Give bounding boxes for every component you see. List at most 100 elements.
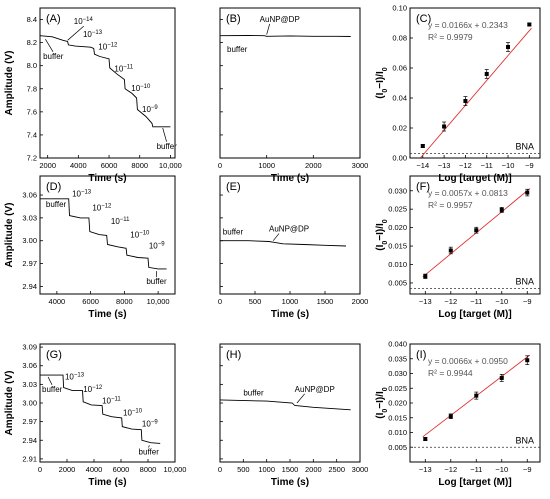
annotation-arrow [162,127,167,142]
plot-frame [39,7,176,159]
x-tick-label: −13 [419,297,432,306]
point-marker [423,274,428,279]
x-axis-label: Time (s) [88,173,126,184]
annotation-superscript: −11 [111,397,121,403]
series-line [40,374,161,444]
y-tick-label: 7.8 [27,84,37,93]
annotation-superscript: −10 [139,231,150,237]
y-tick-label: 0.015 [388,413,407,422]
y-tick-label: 3.03 [22,213,37,222]
annotation-text: 10−10 [130,231,150,240]
y-tick-label: 2.94 [22,282,37,291]
panel-f: −13 −12 −11 −10 −9 0.005 0.010 0.015 0.020 0.025 0… [375,175,541,320]
y-tick-label: 0.010 [388,260,407,269]
y-tick-label: 0.005 [388,278,407,287]
panel-label: (C) [416,13,431,25]
x-tick-label: 500 [237,465,250,474]
x-tick-label: 1000 [258,161,275,170]
panel-d: 4000 6000 8000 10,000 2.94 2.97 3.00 3.03 3.06 Ti… [4,175,176,320]
data-point [448,246,453,255]
panel-e: 0 500 1000 1500 2000 Time (s) (E) buffer AuNP@DP [218,175,368,320]
point-marker [484,72,489,76]
annotation-text: 10−10 [131,84,151,93]
y-axis-label: Amplitude (V) [4,203,15,268]
annotation-arrow [272,233,280,241]
x-tick-label: −10 [495,297,508,306]
y-tick-label: 0.030 [388,369,407,378]
x-tick-label: 0 [218,465,222,474]
x-tick-label: 8000 [131,161,148,170]
bna-label: BNA [515,142,534,152]
x-tick-label: 1500 [282,465,299,474]
x-tick-label: −13 [419,465,432,474]
series-line [220,240,347,247]
y-tick-label: 8.4 [27,15,37,24]
annotation-text: 10−11 [114,64,133,73]
y-tick-label: 0.040 [388,340,407,349]
y-tick-label: 3.06 [22,191,37,200]
y-axis-label-part: −I)/I [375,223,386,241]
y-tick-label: 2.91 [22,454,37,463]
annotation-text: buffer [227,45,248,54]
data-point [484,69,489,79]
y-tick-label: 3.03 [22,380,37,389]
annotation-text: AuNP@DP [260,15,300,24]
bna-label: BNA [515,276,534,286]
y-axis-label-part: −I)/I [375,71,386,89]
point-marker [499,375,504,380]
annotation-superscript: −9 [158,241,166,247]
annotation-text: 10−13 [65,372,85,381]
x-tick-label: 4000 [70,161,87,170]
panel-label: (E) [226,181,241,193]
x-tick-label: −13 [438,161,451,170]
annotation-superscript: −13 [92,30,103,36]
y-axis-label: (I0−I)/I0 [375,67,389,99]
x-tick-label: −9 [525,161,534,170]
x-axis-label: Log [target (M)] [438,309,511,320]
y-tick-label: 0.010 [388,428,407,437]
y-tick-label: 0.020 [388,399,407,408]
annotation-superscript: −13 [74,372,85,378]
data-point [527,22,532,27]
panel-i: −13 −12 −11 −10 −90.0050.0100.0150.0200.0250… [375,340,541,488]
annotation-arrow [266,23,271,35]
fit-r-squared: R² = 0.9944 [428,368,473,378]
x-tick-label: 6000 [113,465,130,474]
data-point [506,42,511,52]
point-marker [527,22,532,27]
annotation-arrow [67,25,84,41]
y-tick-label: 0.005 [388,443,407,452]
annotation-arrow [148,445,150,448]
annotation-text: buffer [139,448,160,457]
y-axis-label-part: 0 [382,67,389,71]
x-tick-label: 10,000 [147,297,170,306]
x-tick-label: −11 [470,465,482,474]
data-point [420,144,425,148]
x-tick-label: −11 [470,297,482,306]
y-tick-label: 7.6 [27,107,37,116]
x-tick-label: 10,000 [159,161,182,170]
y-tick-label: 7.4 [27,130,37,139]
point-marker [423,436,428,441]
plot-frame [219,7,361,159]
annotation-superscript: −13 [81,190,92,196]
annotation-text: 10−14 [74,17,94,26]
y-axis-label: Amplitude (V) [4,51,15,116]
panel-label: (A) [46,13,61,25]
series-line [219,399,351,411]
data-point [499,374,504,382]
panel-label: (H) [226,349,241,361]
panel-label: (G) [46,349,62,361]
plot-frame [409,7,541,159]
y-tick-label: 0.06 [392,64,407,73]
x-tick-label: −9 [523,465,532,474]
bna-label: BNA [515,435,534,445]
x-axis-label: Time (s) [271,309,309,320]
data-point [442,121,447,132]
point-marker [499,207,504,212]
point-marker [474,393,479,398]
point-marker [463,99,468,103]
y-axis-label-part: (I [375,92,386,98]
annotation-text: buffer [157,142,178,151]
x-axis-label: Log [target (M)] [438,477,511,488]
